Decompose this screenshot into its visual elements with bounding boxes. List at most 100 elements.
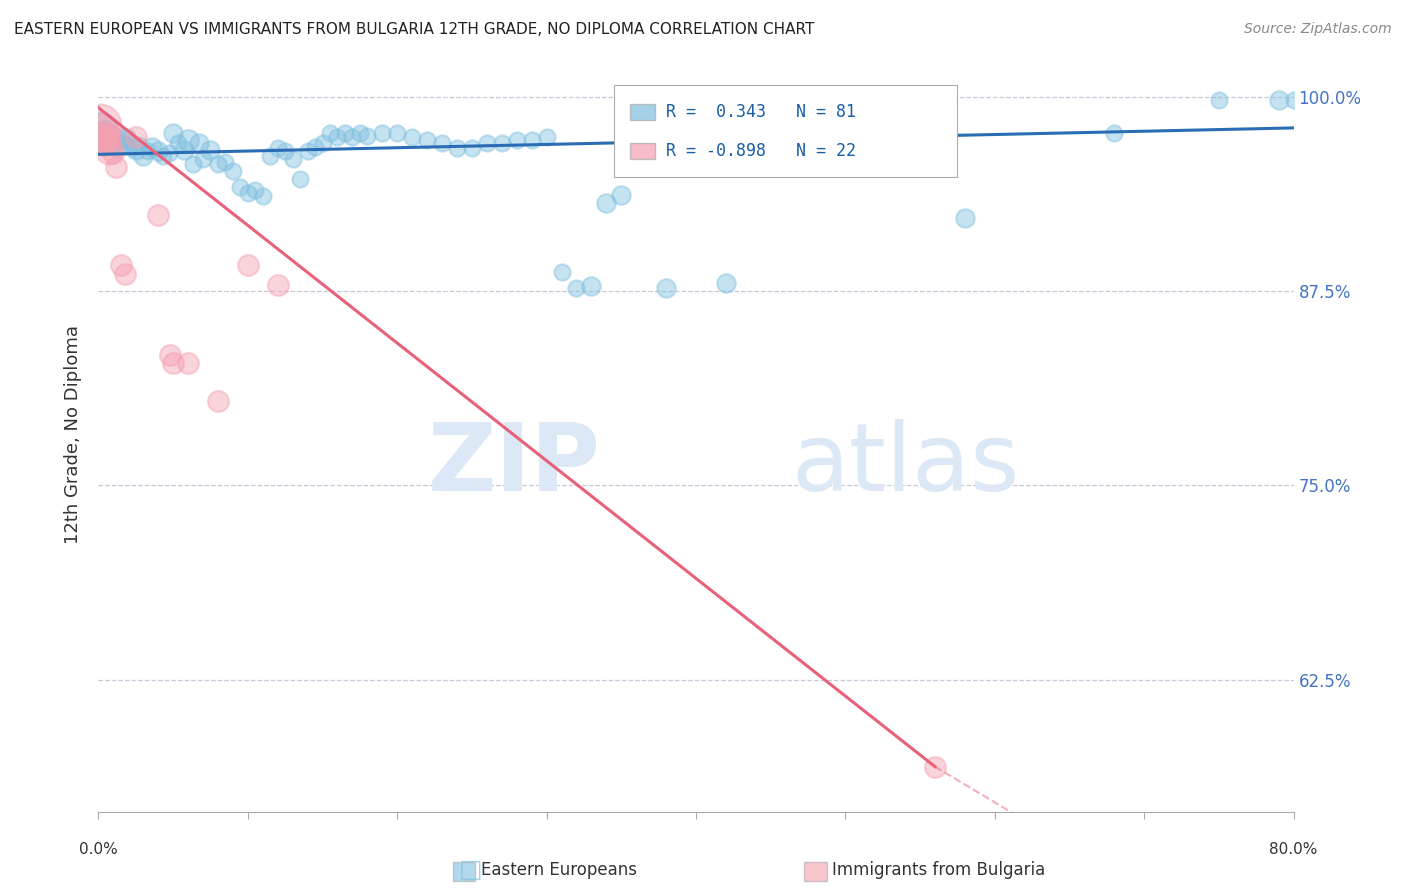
Point — [267, 141, 290, 155]
Point — [281, 152, 304, 166]
Point — [371, 126, 394, 140]
Point — [112, 138, 135, 153]
Point — [475, 136, 498, 151]
Point — [97, 143, 120, 157]
Text: □: □ — [460, 858, 482, 881]
Point — [304, 139, 326, 153]
Point — [162, 355, 184, 369]
Point — [565, 281, 588, 295]
Point — [125, 130, 148, 145]
Point — [416, 133, 439, 147]
Point — [1104, 126, 1126, 140]
Point — [200, 143, 222, 157]
Point — [94, 135, 117, 149]
Point — [349, 126, 371, 140]
Point — [655, 281, 678, 295]
Point — [91, 133, 114, 147]
Point — [89, 120, 111, 135]
Text: R =  0.343   N = 81: R = 0.343 N = 81 — [666, 103, 856, 121]
Point — [114, 267, 136, 281]
Point — [446, 141, 468, 155]
Point — [136, 145, 159, 159]
Point — [141, 139, 163, 153]
Point — [491, 136, 513, 151]
Point — [162, 126, 184, 140]
Point — [98, 130, 122, 145]
Point — [110, 133, 132, 147]
Point — [110, 258, 132, 272]
Point — [610, 187, 633, 202]
Point — [93, 136, 115, 151]
Point — [177, 355, 200, 369]
Point — [714, 277, 737, 291]
Point — [207, 156, 229, 170]
Point — [236, 258, 259, 272]
Point — [118, 136, 141, 151]
Point — [166, 136, 188, 151]
Point — [105, 160, 128, 174]
Text: Immigrants from Bulgaria: Immigrants from Bulgaria — [832, 861, 1046, 879]
Point — [288, 172, 311, 186]
Point — [342, 130, 364, 145]
Point — [214, 155, 236, 169]
Point — [93, 124, 115, 138]
Point — [148, 145, 170, 159]
Point — [311, 136, 333, 151]
Text: Eastern Europeans: Eastern Europeans — [481, 861, 637, 879]
Point — [128, 138, 150, 153]
Point — [103, 130, 125, 145]
Point — [97, 132, 120, 146]
Text: ZIP: ZIP — [427, 419, 600, 511]
Point — [177, 133, 200, 147]
Point — [430, 136, 453, 151]
Point — [94, 130, 117, 145]
Point — [259, 149, 281, 163]
Point — [107, 128, 129, 143]
Point — [1267, 93, 1289, 107]
Point — [550, 265, 572, 279]
Point — [98, 138, 122, 153]
Point — [1282, 93, 1305, 107]
Point — [105, 135, 128, 149]
Point — [1208, 93, 1230, 107]
Point — [520, 133, 543, 147]
Point — [159, 348, 181, 362]
Point — [121, 141, 143, 155]
Point — [125, 143, 148, 157]
Point — [91, 130, 114, 145]
Point — [595, 195, 617, 210]
Point — [148, 208, 170, 222]
Point — [385, 126, 409, 140]
Point — [96, 127, 118, 141]
Point — [252, 189, 274, 203]
Point — [90, 128, 112, 143]
Point — [90, 124, 112, 138]
Y-axis label: 12th Grade, No Diploma: 12th Grade, No Diploma — [63, 326, 82, 544]
Text: atlas: atlas — [792, 419, 1019, 511]
Point — [101, 139, 124, 153]
Text: EASTERN EUROPEAN VS IMMIGRANTS FROM BULGARIA 12TH GRADE, NO DIPLOMA CORRELATION : EASTERN EUROPEAN VS IMMIGRANTS FROM BULG… — [14, 22, 814, 37]
Point — [461, 141, 484, 155]
Point — [96, 127, 118, 141]
Point — [187, 136, 209, 151]
Point — [115, 130, 138, 145]
Text: Source: ZipAtlas.com: Source: ZipAtlas.com — [1244, 22, 1392, 37]
Point — [229, 180, 252, 194]
Text: 0.0%: 0.0% — [79, 842, 118, 857]
Point — [326, 130, 349, 145]
Point — [536, 130, 558, 145]
Text: R = -0.898   N = 22: R = -0.898 N = 22 — [666, 142, 856, 160]
Point — [267, 277, 290, 292]
Point — [157, 145, 180, 160]
Point — [236, 186, 259, 201]
Point — [581, 279, 603, 293]
Point — [506, 133, 529, 147]
Point — [319, 126, 342, 140]
Point — [297, 145, 319, 159]
Point — [152, 149, 174, 163]
Point — [103, 145, 125, 160]
Point — [222, 164, 245, 178]
Point — [924, 759, 946, 773]
Point — [173, 143, 195, 157]
Point — [401, 130, 423, 145]
